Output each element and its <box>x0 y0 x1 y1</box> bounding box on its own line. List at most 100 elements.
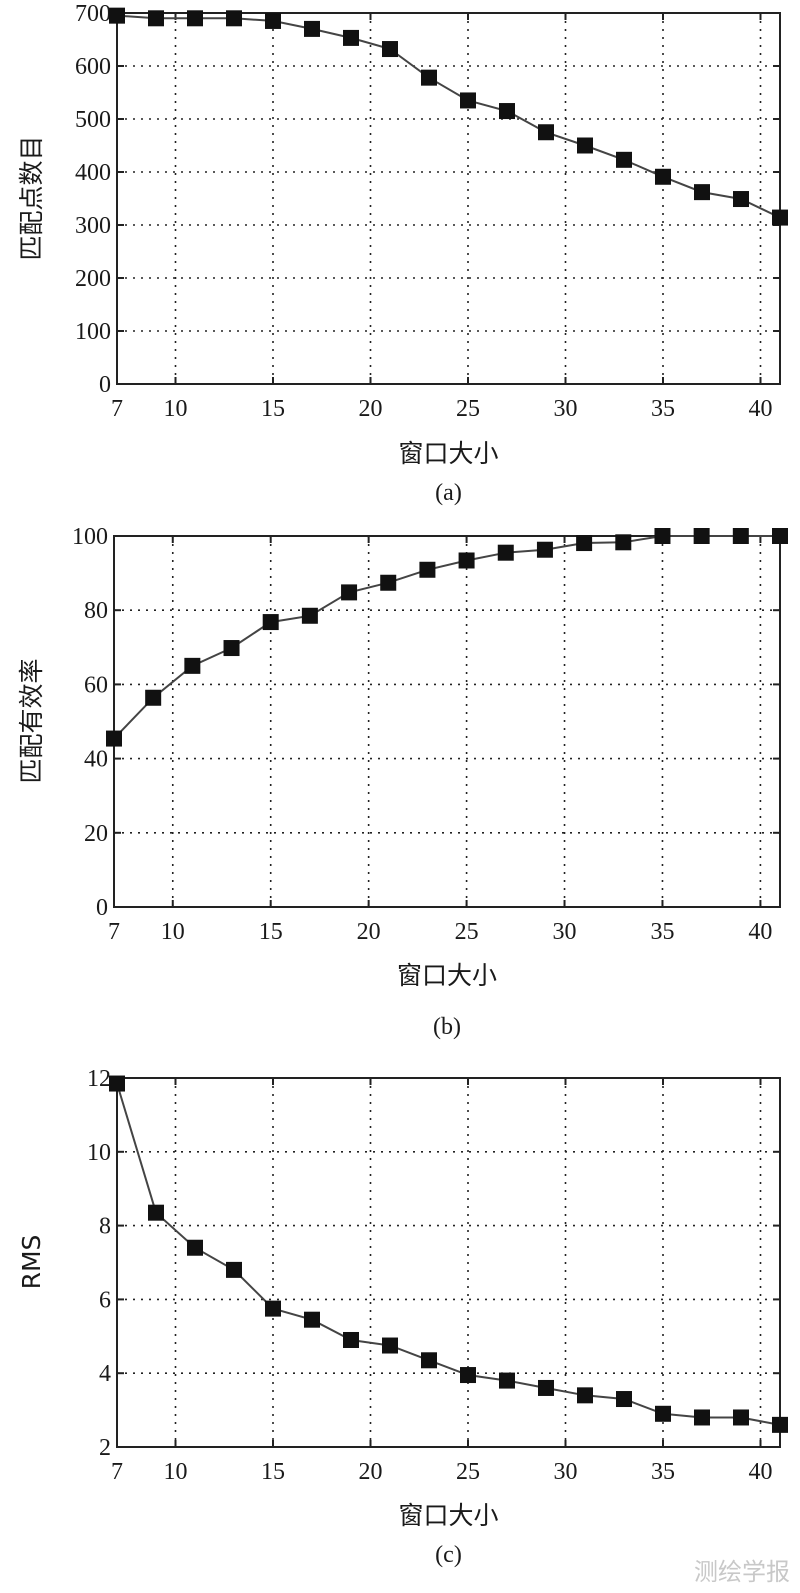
panel-caption: (b) <box>433 1014 461 1040</box>
data-point <box>577 1387 593 1404</box>
watermark: 测绘学报 <box>694 1558 790 1586</box>
data-point <box>655 168 671 185</box>
data-point <box>419 561 436 578</box>
x-tick-label: 20 <box>357 919 381 945</box>
plot-frame <box>116 12 781 385</box>
data-point <box>343 1331 359 1348</box>
panel-a: 0 100 200 300 400 500 600 700 7 10 15 20 25 30 35 40 窗口大… <box>17 1 788 506</box>
panel-b: 0 20 40 60 80 100 7 10 15 20 25 30 35 40 窗口大小 匹配有效率 (b) <box>17 524 788 1040</box>
x-tick-label: 35 <box>650 919 674 945</box>
x-tick-label: 10 <box>161 919 185 945</box>
series-line <box>116 14 781 219</box>
y-tick-label: 40 <box>84 747 108 773</box>
data-point <box>262 614 279 631</box>
data-point <box>301 607 318 624</box>
data-point <box>772 1416 788 1433</box>
x-tick-label: 20 <box>359 396 383 422</box>
x-tick-label: 40 <box>749 1459 773 1485</box>
y-tick-label: 0 <box>96 895 108 921</box>
x-tick-label: 25 <box>456 1459 480 1485</box>
data-point <box>733 1409 749 1426</box>
series-line <box>113 535 780 740</box>
y-tick-label: 6 <box>99 1287 111 1313</box>
data-point <box>538 1379 554 1396</box>
data-point <box>109 7 125 24</box>
x-axis-label: 窗口大小 <box>398 439 498 468</box>
data-point <box>616 151 632 168</box>
y-tick-label: 300 <box>75 213 111 239</box>
y-tick-label: 8 <box>99 1214 111 1240</box>
data-point <box>226 10 242 27</box>
y-tick-label: 100 <box>75 319 111 345</box>
x-tick-label: 35 <box>651 396 675 422</box>
plot-frame <box>116 1077 781 1448</box>
series-line <box>116 1083 781 1426</box>
x-tick-label: 25 <box>456 396 480 422</box>
data-point <box>616 1391 632 1408</box>
data-point <box>184 657 201 674</box>
data-point <box>304 1311 320 1328</box>
y-axis-label: 匹配有效率 <box>17 658 46 783</box>
data-point <box>772 209 788 226</box>
x-tick-label: 10 <box>164 396 188 422</box>
y-axis-label: 匹配点数目 <box>17 135 46 260</box>
plot-frame <box>113 535 781 908</box>
x-tick-label: 7 <box>111 1459 123 1485</box>
data-point <box>382 41 398 58</box>
y-tick-label: 200 <box>75 266 111 292</box>
y-tick-label: 20 <box>84 821 108 847</box>
data-point <box>148 10 164 27</box>
x-tick-label: 20 <box>359 1459 383 1485</box>
panel-c: 2 4 6 8 10 12 7 10 15 20 25 30 35 40 窗口大小 RMS (c) <box>17 1066 788 1568</box>
x-tick-label: 10 <box>164 1459 188 1485</box>
y-tick-label: 2 <box>99 1435 111 1461</box>
data-point <box>380 574 397 591</box>
data-point <box>772 528 788 544</box>
data-point <box>460 92 476 109</box>
data-point <box>109 1075 125 1092</box>
y-tick-label: 4 <box>99 1361 111 1387</box>
x-tick-label: 40 <box>748 919 772 945</box>
data-point <box>421 1352 437 1369</box>
data-point <box>226 1261 242 1278</box>
panel-caption: (a) <box>435 480 462 506</box>
y-tick-label: 600 <box>75 54 111 80</box>
data-point <box>694 1409 710 1426</box>
y-tick-label: 60 <box>84 672 108 698</box>
y-tick-label: 400 <box>75 160 111 186</box>
data-point <box>499 1372 515 1389</box>
data-point <box>460 1367 476 1384</box>
x-tick-label: 40 <box>749 396 773 422</box>
data-point <box>732 528 749 544</box>
data-point <box>343 29 359 46</box>
data-point <box>265 12 281 29</box>
data-point <box>615 534 632 551</box>
y-tick-label: 12 <box>87 1066 111 1092</box>
data-point <box>187 10 203 27</box>
data-point <box>576 535 593 552</box>
data-point <box>187 1239 203 1256</box>
data-point <box>694 184 710 201</box>
x-tick-label: 30 <box>553 919 577 945</box>
data-point <box>693 528 710 544</box>
data-point <box>577 137 593 154</box>
x-tick-label: 35 <box>651 1459 675 1485</box>
panel-caption: (c) <box>435 1542 462 1568</box>
y-tick-label: 700 <box>75 1 111 27</box>
y-tick-label: 500 <box>75 107 111 133</box>
x-tick-label: 15 <box>261 1459 285 1485</box>
data-point <box>421 69 437 86</box>
data-point <box>538 124 554 141</box>
x-axis-label: 窗口大小 <box>398 1501 498 1530</box>
y-tick-label: 0 <box>99 372 111 398</box>
x-tick-label: 15 <box>259 919 283 945</box>
data-point <box>265 1300 281 1317</box>
y-tick-label: 10 <box>87 1140 111 1166</box>
x-tick-label: 7 <box>111 396 123 422</box>
data-point <box>145 689 162 706</box>
data-point <box>304 20 320 37</box>
data-point <box>536 541 553 558</box>
y-tick-label: 80 <box>84 598 108 624</box>
data-point <box>106 730 122 747</box>
data-point <box>223 640 240 657</box>
